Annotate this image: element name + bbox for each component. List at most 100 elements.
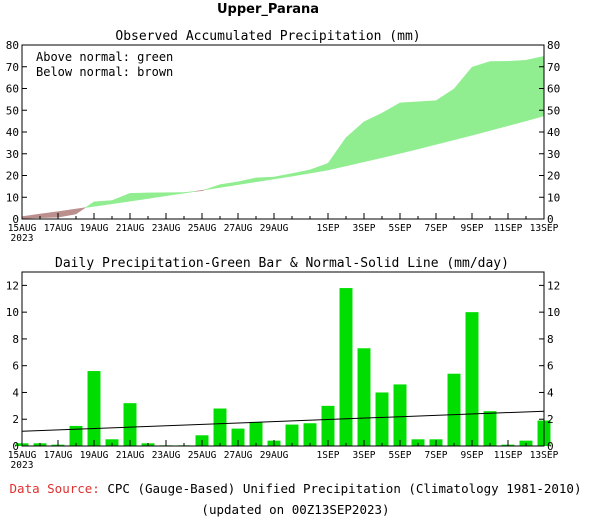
accumulated-area-segment bbox=[57, 208, 77, 218]
accumulated-area-segment bbox=[75, 207, 86, 215]
y-tick-label-left: 4 bbox=[12, 386, 19, 399]
y-tick-label-right: 0 bbox=[547, 440, 554, 453]
x-tick-label: 27AUG bbox=[224, 450, 253, 461]
y-tick-label-right: 2 bbox=[547, 413, 554, 426]
x-tick-label: 5SEP bbox=[389, 450, 412, 461]
accumulated-area-segment bbox=[309, 162, 329, 174]
x-tick-label: 13SEP bbox=[530, 223, 559, 234]
daily-bar bbox=[447, 373, 461, 446]
accumulated-area-segment bbox=[489, 61, 509, 131]
y-tick-label-right: 8 bbox=[547, 333, 554, 346]
y-tick-label-right: 10 bbox=[547, 306, 560, 319]
data-source-label: Data Source: bbox=[9, 481, 100, 496]
accumulated-area-segment bbox=[147, 192, 167, 199]
daily-chart-title: Daily Precipitation-Green Bar & Normal-S… bbox=[55, 256, 509, 271]
y-tick-label-left: 2 bbox=[12, 413, 19, 426]
daily-bar bbox=[357, 348, 371, 446]
y-tick-label-right: 70 bbox=[547, 61, 560, 74]
daily-bar bbox=[249, 421, 263, 446]
x-tick-label: 19AUG bbox=[80, 450, 109, 461]
x-tick-label: 25AUG bbox=[188, 450, 217, 461]
y-tick-label-right: 10 bbox=[547, 191, 560, 204]
y-tick-label-right: 60 bbox=[547, 83, 560, 96]
legend-below-normal: Below normal: brown bbox=[36, 65, 173, 79]
accumulated-area-segment bbox=[204, 184, 221, 191]
accumulated-area-segment bbox=[381, 102, 401, 158]
x-tick-label: 1SEP bbox=[317, 223, 340, 234]
y-tick-label-right: 40 bbox=[547, 126, 560, 139]
x-tick-label: 17AUG bbox=[44, 450, 73, 461]
x-tick-label: 3SEP bbox=[353, 223, 376, 234]
accumulated-area-segment bbox=[129, 192, 149, 202]
x-tick-label: 13SEP bbox=[530, 450, 559, 461]
daily-bar bbox=[321, 405, 335, 446]
y-tick-label-left: 0 bbox=[12, 440, 19, 453]
accumulated-axes: 0 0 10 10 20 20 30 30 40 40 50 50 60 60 70 70 80 80 15AUG 1… bbox=[6, 39, 561, 244]
accumulated-area-segment bbox=[399, 101, 419, 154]
page-title: Upper_Parana bbox=[217, 2, 319, 17]
accumulated-area-segment bbox=[471, 61, 491, 136]
data-source-line: Data Source: CPC (Gauge-Based) Unified P… bbox=[0, 481, 591, 496]
y-tick-label-right: 20 bbox=[547, 170, 560, 183]
accumulated-area-fills bbox=[21, 55, 545, 219]
updated-line: (updated on 00Z13SEP2023) bbox=[201, 502, 390, 517]
x-tick-label: 21AUG bbox=[116, 450, 145, 461]
y-tick-label-left: 40 bbox=[6, 126, 19, 139]
daily-bar bbox=[105, 439, 119, 446]
y-tick-label-right: 30 bbox=[547, 148, 560, 161]
y-tick-label-left: 80 bbox=[6, 39, 19, 52]
y-tick-label-left: 10 bbox=[6, 306, 19, 319]
x-year-label: 2023 bbox=[11, 460, 34, 471]
daily-bar bbox=[303, 423, 317, 446]
accumulated-area-segment bbox=[194, 189, 203, 192]
x-year-label: 2023 bbox=[11, 233, 34, 244]
daily-bar bbox=[213, 408, 227, 446]
accumulated-area-segment bbox=[237, 177, 257, 185]
daily-chart: Daily Precipitation-Green Bar & Normal-S… bbox=[6, 256, 561, 471]
x-tick-label: 9SEP bbox=[461, 450, 484, 461]
daily-bar bbox=[375, 392, 389, 446]
accumulated-area-segment bbox=[345, 121, 365, 167]
accumulated-area-segment bbox=[327, 136, 347, 171]
x-tick-label: 17AUG bbox=[44, 223, 73, 234]
accumulated-area-segment bbox=[183, 191, 195, 194]
daily-bar bbox=[231, 428, 245, 446]
accumulated-chart-title: Observed Accumulated Precipitation (mm) bbox=[115, 29, 420, 44]
x-tick-label: 23AUG bbox=[152, 450, 181, 461]
y-tick-label-right: 6 bbox=[547, 360, 554, 373]
x-tick-label: 29AUG bbox=[260, 223, 289, 234]
x-tick-label: 9SEP bbox=[461, 223, 484, 234]
daily-axes: 0 0 2 2 4 4 6 6 8 8 10 10 12 12 15AUG 17AUG 19AUG 21AUG 23… bbox=[6, 279, 561, 471]
y-tick-label-right: 0 bbox=[547, 213, 554, 226]
x-tick-label: 21AUG bbox=[116, 223, 145, 234]
accumulated-area-segment bbox=[273, 173, 293, 180]
accumulated-area-segment bbox=[363, 112, 383, 163]
x-tick-label: 7SEP bbox=[425, 450, 448, 461]
x-tick-label: 7SEP bbox=[425, 223, 448, 234]
x-tick-label: 23AUG bbox=[152, 223, 181, 234]
x-tick-label: 15AUG bbox=[8, 223, 37, 234]
y-tick-label-left: 0 bbox=[12, 213, 19, 226]
accumulated-area-segment bbox=[291, 169, 311, 177]
accumulated-area-segment bbox=[417, 100, 437, 150]
accumulated-area-segment bbox=[39, 211, 59, 218]
accumulated-area-segment bbox=[165, 192, 185, 197]
x-tick-label: 25AUG bbox=[188, 223, 217, 234]
daily-bars bbox=[15, 288, 551, 446]
y-tick-label-left: 50 bbox=[6, 104, 19, 117]
y-tick-label-right: 80 bbox=[547, 39, 560, 52]
y-tick-label-left: 60 bbox=[6, 83, 19, 96]
y-tick-label-left: 70 bbox=[6, 61, 19, 74]
x-tick-label: 11SEP bbox=[494, 223, 523, 234]
y-tick-label-right: 12 bbox=[547, 279, 560, 292]
accumulated-area-segment bbox=[453, 66, 473, 141]
y-tick-label-left: 6 bbox=[12, 360, 19, 373]
accumulated-area-segment bbox=[507, 59, 527, 127]
accumulated-area-segment bbox=[85, 201, 95, 208]
y-tick-label-right: 50 bbox=[547, 104, 560, 117]
legend-above-normal: Above normal: green bbox=[36, 50, 173, 64]
daily-bar bbox=[339, 288, 353, 446]
accumulated-area-segment bbox=[435, 88, 455, 145]
y-tick-label-left: 8 bbox=[12, 333, 19, 346]
